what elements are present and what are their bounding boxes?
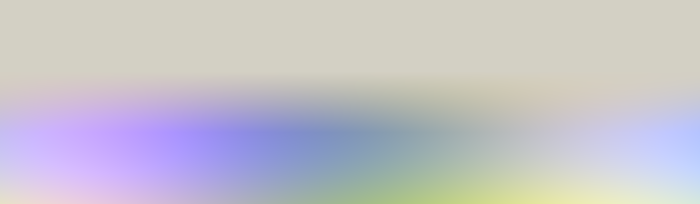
Text: dt: dt (505, 129, 517, 139)
Text: = 0.03 Ω/s: = 0.03 Ω/s (538, 112, 605, 125)
Text: = −0.01  V/s and: = −0.01 V/s and (345, 112, 453, 125)
Text: dR: dR (504, 75, 518, 85)
Text: wears out.  The resistance R is slowly increasing as the resistor heats up.  Use: wears out. The resistance R is slowly in… (95, 41, 586, 54)
Text: Ohm’s Law,  V = IR  , to find how the current I is changing at the moment when: Ohm’s Law, V = IR , to find how the curr… (95, 82, 594, 95)
Text: dV: dV (312, 75, 326, 85)
Text: dt: dt (313, 129, 324, 139)
Text: R = 400 Ω, I = 0.08 A,: R = 400 Ω, I = 0.08 A, (95, 112, 239, 125)
Text: 10) The voltage V in a simple electrical circuit is slowly decreasing as the bat: 10) The voltage V in a simple electrical… (75, 7, 585, 20)
